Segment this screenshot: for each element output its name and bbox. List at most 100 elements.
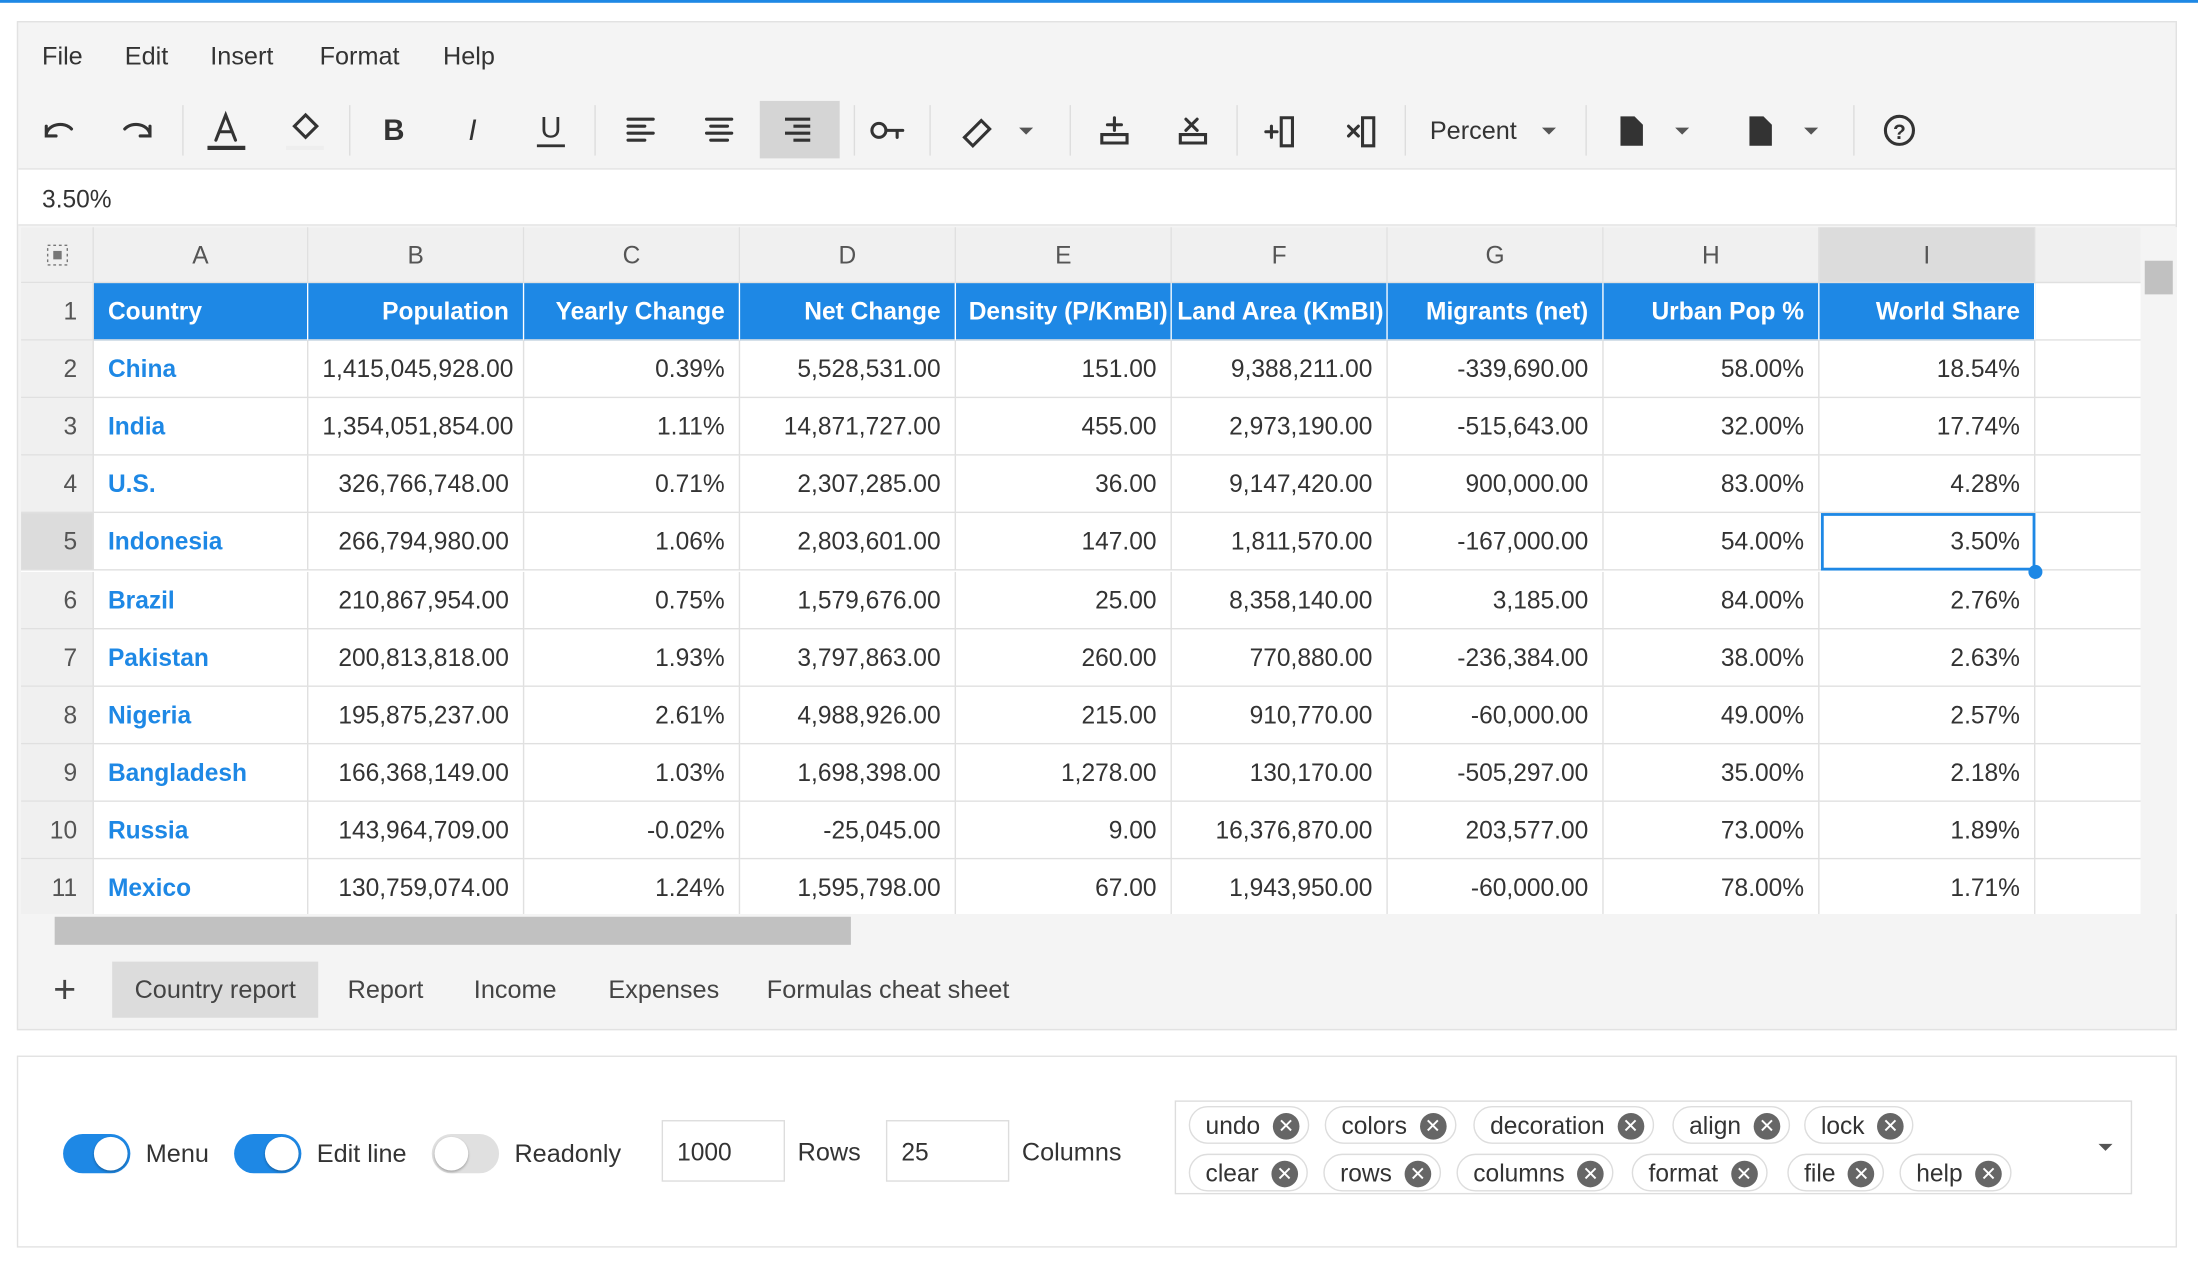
cell[interactable]: 1,698,398.00 bbox=[740, 744, 957, 802]
cell[interactable]: 166,368,149.00 bbox=[308, 744, 525, 802]
cell[interactable]: -236,384.00 bbox=[1387, 628, 1604, 687]
row-header[interactable]: 5 bbox=[21, 513, 94, 572]
fill-color-icon[interactable] bbox=[292, 112, 319, 140]
cell[interactable]: 1.93% bbox=[524, 628, 741, 687]
header-cell[interactable]: Country bbox=[93, 283, 309, 341]
columns-input[interactable]: 25 bbox=[885, 1120, 1010, 1182]
column-header[interactable]: E bbox=[956, 227, 1172, 284]
toggle[interactable] bbox=[431, 1134, 500, 1174]
cell[interactable]: 36.00 bbox=[956, 456, 1172, 514]
cell[interactable]: 0.75% bbox=[524, 571, 741, 629]
toggle[interactable] bbox=[63, 1134, 131, 1174]
cell[interactable]: 900,000.00 bbox=[1387, 456, 1604, 514]
align-center-icon[interactable] bbox=[704, 117, 734, 142]
cell[interactable]: 2.18% bbox=[1819, 744, 2036, 802]
cell[interactable]: 130,170.00 bbox=[1171, 744, 1388, 802]
cell[interactable]: 4.28% bbox=[1819, 456, 2036, 514]
cell[interactable]: 25.00 bbox=[956, 571, 1172, 629]
cell[interactable]: Indonesia bbox=[93, 513, 309, 572]
sheet-tab[interactable]: Income bbox=[473, 975, 557, 1004]
cell[interactable]: -515,643.00 bbox=[1387, 398, 1604, 456]
row-header[interactable]: 1 bbox=[21, 283, 94, 341]
cell[interactable]: 266,794,980.00 bbox=[308, 513, 525, 572]
header-cell[interactable]: Land Area (KmBI) bbox=[1171, 283, 1388, 341]
import-icon[interactable] bbox=[1620, 116, 1643, 146]
cell[interactable]: Mexico bbox=[94, 859, 309, 914]
align-right-active[interactable] bbox=[759, 100, 840, 159]
cell[interactable]: -0.02% bbox=[524, 801, 741, 860]
cell[interactable]: 84.00% bbox=[1603, 571, 1820, 629]
sheet-tab[interactable]: Formulas cheat sheet bbox=[766, 975, 1010, 1004]
format-dropdown[interactable]: Percent bbox=[1429, 116, 1517, 145]
row-header[interactable]: 3 bbox=[21, 398, 94, 456]
cell[interactable]: 2.57% bbox=[1819, 686, 2036, 745]
cell[interactable]: 1.03% bbox=[524, 744, 741, 802]
row-header[interactable]: 11 bbox=[21, 859, 94, 914]
formula-value[interactable]: 3.50% bbox=[42, 185, 112, 214]
cell[interactable]: 58.00% bbox=[1603, 340, 1820, 399]
cell[interactable]: 200,813,818.00 bbox=[308, 628, 525, 687]
cell[interactable]: 17.74% bbox=[1819, 398, 2036, 456]
tag-remove[interactable]: ✕ bbox=[1271, 1160, 1298, 1188]
cell[interactable]: 54.00% bbox=[1603, 513, 1820, 572]
export-icon[interactable] bbox=[1749, 116, 1772, 146]
sheet-tab[interactable]: Expenses bbox=[608, 975, 720, 1004]
header-cell[interactable]: World Share bbox=[1819, 283, 2036, 341]
tag-remove[interactable]: ✕ bbox=[1877, 1113, 1904, 1140]
cell[interactable]: 151.00 bbox=[956, 340, 1172, 399]
cell[interactable]: 49.00% bbox=[1603, 686, 1820, 745]
column-header[interactable]: I bbox=[1819, 227, 2036, 284]
cell[interactable]: 2,803,601.00 bbox=[740, 513, 957, 572]
tag-remove[interactable]: ✕ bbox=[1753, 1113, 1781, 1140]
menu-item[interactable]: Help bbox=[442, 42, 495, 71]
cell[interactable]: 35.00% bbox=[1603, 744, 1820, 802]
cell[interactable]: 8,358,140.00 bbox=[1171, 571, 1388, 629]
cell[interactable]: 3,185.00 bbox=[1387, 571, 1604, 629]
tag-remove[interactable]: ✕ bbox=[1848, 1160, 1875, 1188]
cell[interactable]: 1.06% bbox=[524, 513, 741, 572]
cell[interactable]: 1,811,570.00 bbox=[1171, 513, 1388, 572]
add-column-icon[interactable] bbox=[1264, 116, 1295, 148]
italic-icon[interactable]: I bbox=[468, 114, 476, 147]
row-header[interactable]: 10 bbox=[21, 801, 94, 860]
cell[interactable]: Pakistan bbox=[93, 628, 309, 687]
cell[interactable]: 203,577.00 bbox=[1387, 801, 1604, 860]
cell[interactable]: -60,000.00 bbox=[1387, 686, 1604, 745]
tags-select[interactable] bbox=[1174, 1100, 2133, 1195]
redo-icon[interactable] bbox=[123, 122, 152, 138]
tag-remove[interactable]: ✕ bbox=[1975, 1160, 2002, 1188]
menu-item[interactable]: Format bbox=[319, 42, 400, 71]
cell[interactable]: 770,880.00 bbox=[1171, 628, 1388, 687]
header-cell[interactable]: Yearly Change bbox=[524, 283, 741, 341]
tag-remove[interactable]: ✕ bbox=[1730, 1160, 1758, 1188]
cell[interactable]: U.S. bbox=[93, 456, 309, 514]
cell[interactable]: Bangladesh bbox=[93, 744, 309, 802]
column-header[interactable]: H bbox=[1603, 227, 1820, 284]
menu-item[interactable]: Edit bbox=[124, 42, 169, 71]
cell[interactable]: 1.71% bbox=[1820, 859, 2036, 914]
column-header[interactable]: B bbox=[308, 227, 525, 284]
cell[interactable]: Russia bbox=[93, 801, 309, 860]
row-header[interactable]: 4 bbox=[21, 456, 94, 514]
cell[interactable]: 455.00 bbox=[956, 398, 1172, 456]
cell[interactable]: -167,000.00 bbox=[1387, 513, 1604, 572]
tag-remove[interactable]: ✕ bbox=[1404, 1160, 1432, 1188]
cell[interactable]: 2,307,285.00 bbox=[740, 456, 957, 514]
header-cell[interactable]: Migrants (net) bbox=[1387, 283, 1604, 341]
sheet-tab[interactable]: Country report bbox=[112, 961, 319, 1018]
cell[interactable]: 1.24% bbox=[524, 859, 741, 914]
add-sheet-button[interactable]: + bbox=[53, 967, 77, 1011]
cell[interactable]: -505,297.00 bbox=[1387, 744, 1604, 802]
fill-handle[interactable] bbox=[2028, 564, 2043, 579]
row-header[interactable]: 2 bbox=[21, 340, 94, 399]
cell[interactable]: 3,797,863.00 bbox=[740, 628, 957, 687]
clear-icon[interactable] bbox=[962, 118, 992, 148]
column-header[interactable]: G bbox=[1387, 227, 1604, 284]
cell[interactable]: 143,964,709.00 bbox=[308, 801, 525, 860]
column-header[interactable]: A bbox=[93, 227, 309, 284]
cell[interactable]: 32.00% bbox=[1603, 398, 1820, 456]
select-all[interactable] bbox=[21, 227, 94, 284]
cell[interactable]: 195,875,237.00 bbox=[308, 686, 525, 745]
cell[interactable]: 326,766,748.00 bbox=[308, 456, 525, 514]
row-header[interactable]: 7 bbox=[21, 628, 94, 687]
